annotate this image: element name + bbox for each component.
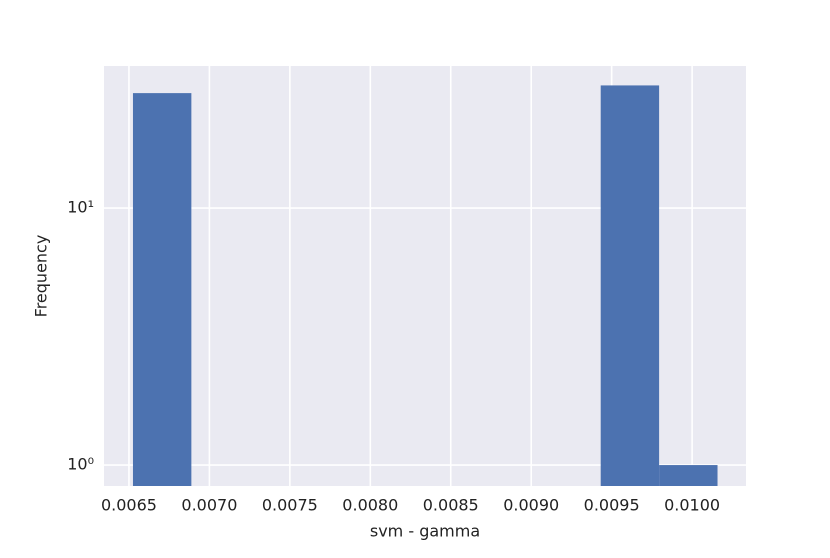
y-tick-label: 10⁰ — [67, 455, 94, 474]
bar — [132, 93, 192, 487]
bar — [600, 85, 660, 486]
x-tick-label: 0.0080 — [342, 496, 398, 515]
x-tick-label: 0.0075 — [262, 496, 318, 515]
x-tick-label: 0.0095 — [584, 496, 640, 515]
x-tick-label: 0.0085 — [423, 496, 479, 515]
y-tick-label: 10¹ — [67, 198, 94, 217]
y-axis-label: Frequency — [32, 235, 51, 318]
x-tick-label: 0.0065 — [101, 496, 157, 515]
bar — [659, 465, 718, 486]
x-axis-label: svm - gamma — [370, 522, 480, 541]
x-tick-label: 0.0070 — [181, 496, 237, 515]
x-tick-label: 0.0090 — [503, 496, 559, 515]
x-tick-label: 0.0100 — [664, 496, 720, 515]
